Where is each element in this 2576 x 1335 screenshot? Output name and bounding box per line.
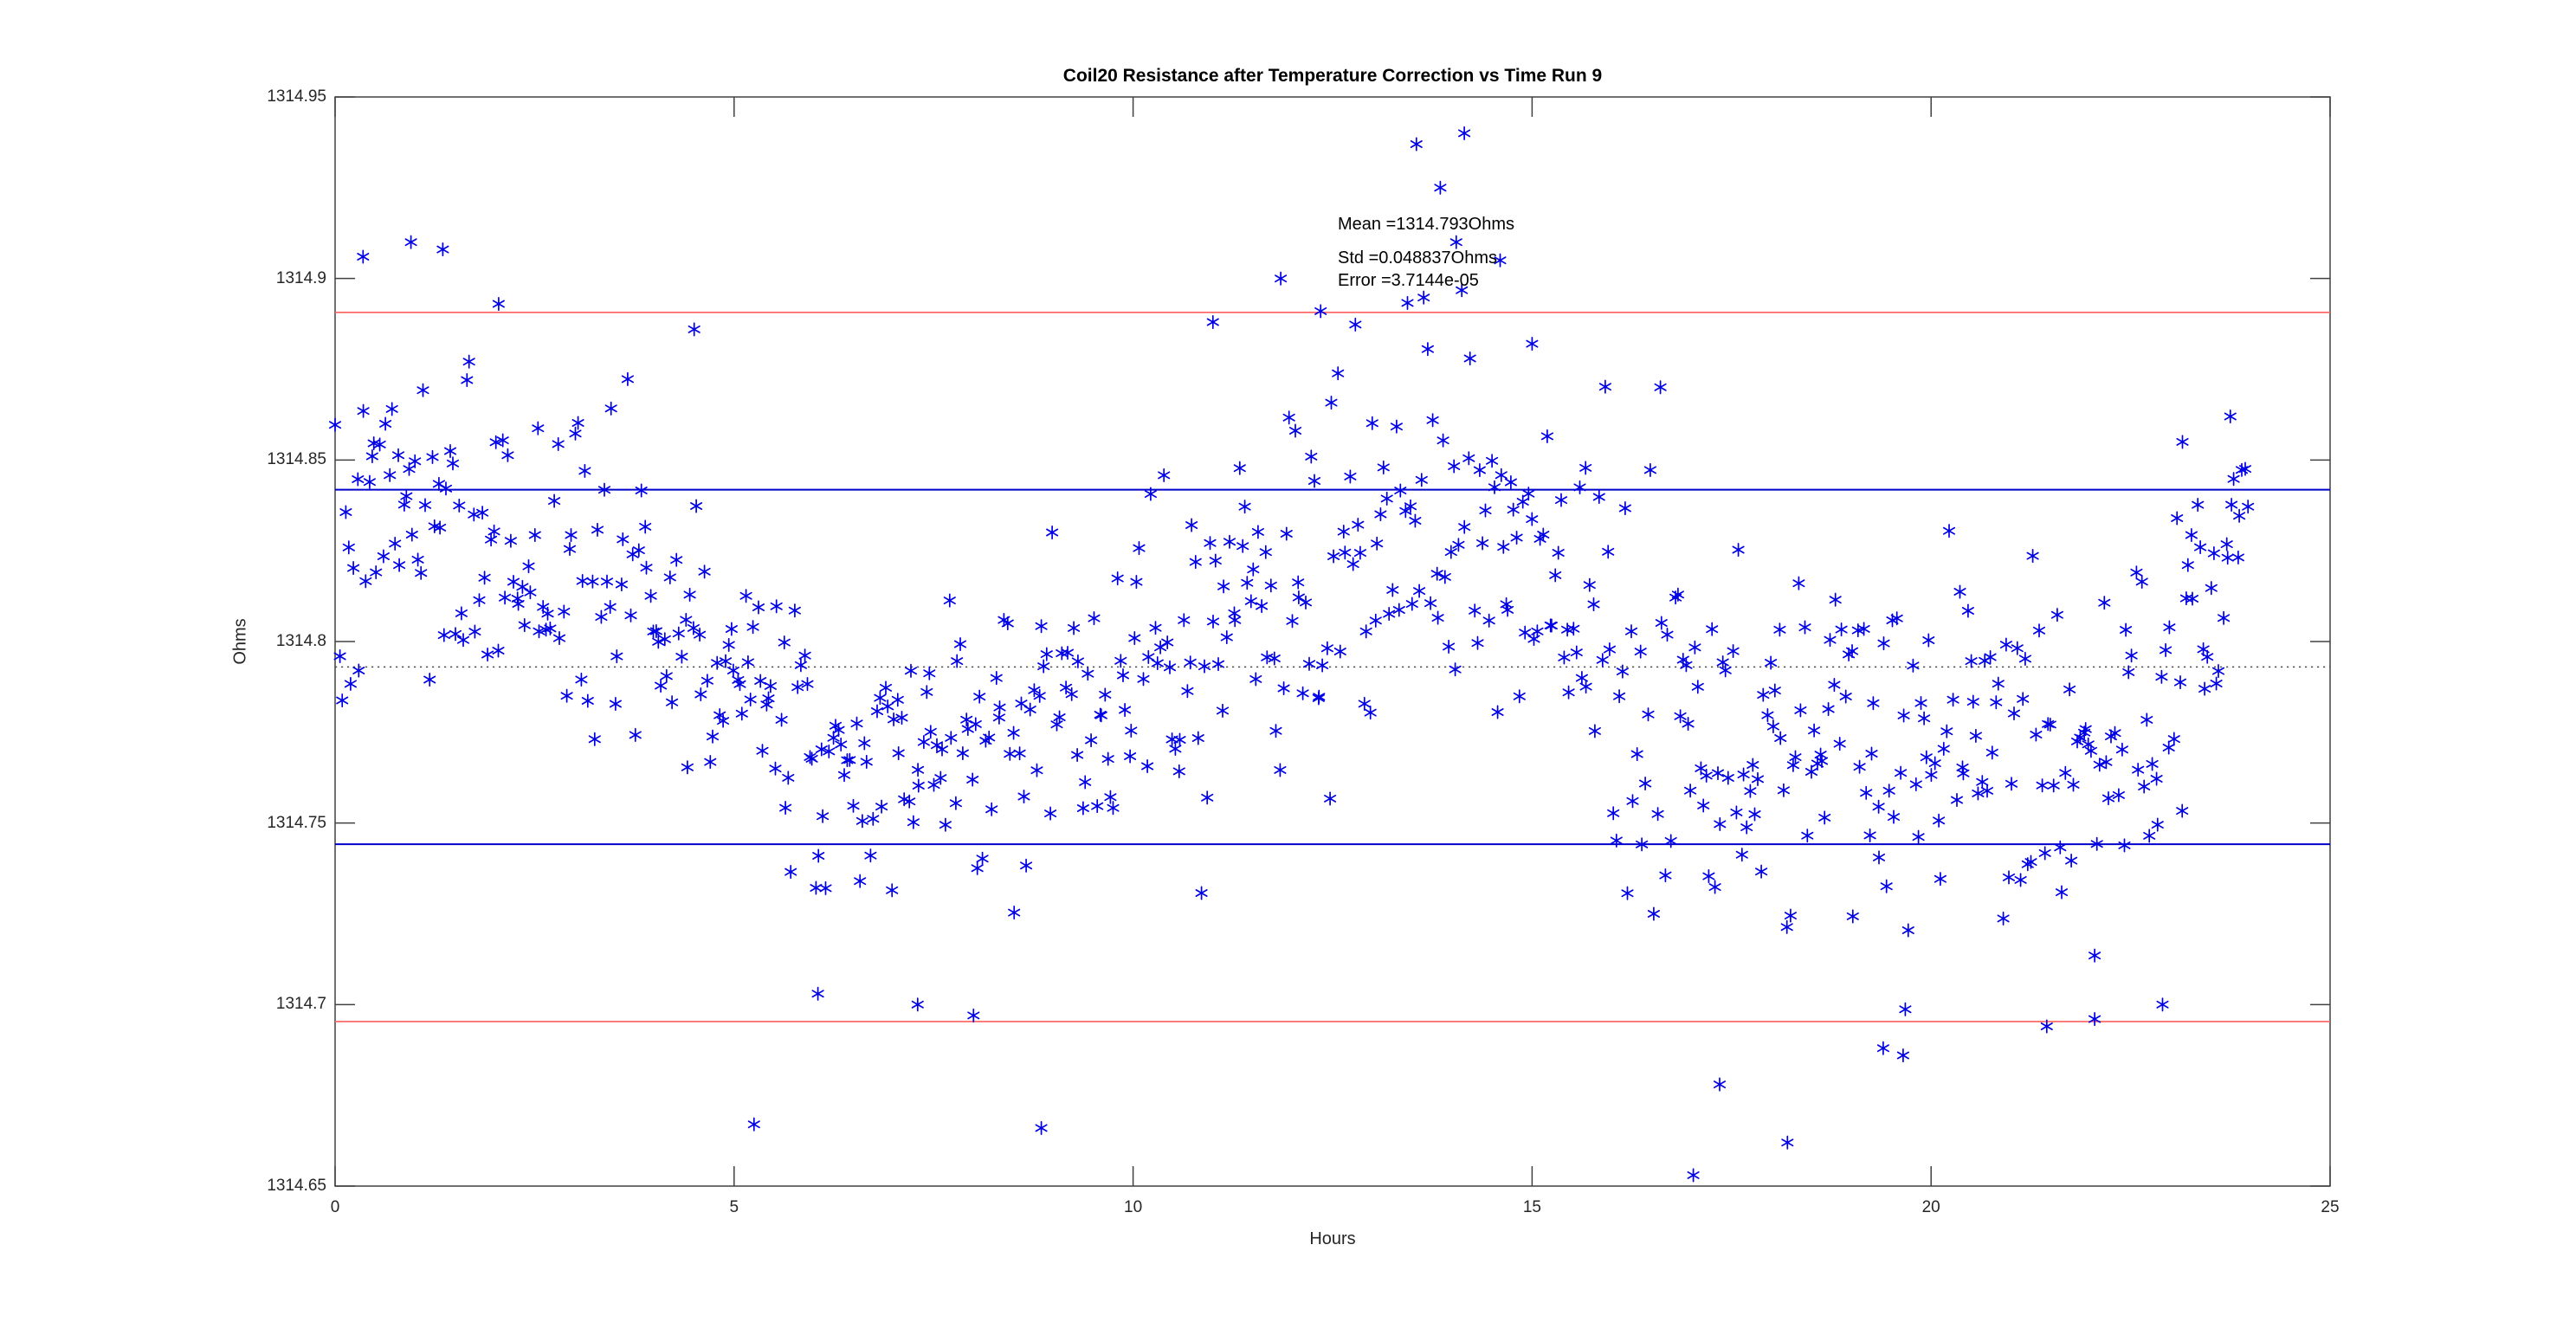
x-tick-label: 5 <box>729 1198 739 1216</box>
y-tick-label: 1314.85 <box>267 450 326 469</box>
x-tick-label: 0 <box>330 1198 340 1216</box>
y-tick-label: 1314.75 <box>267 813 326 832</box>
stats-annotation: Mean =1314.793Ohms Std =0.048837Ohms Err… <box>1338 213 1514 292</box>
y-tick-label: 1314.95 <box>267 87 326 106</box>
error-annotation: Error =3.7144e-05 <box>1338 271 1479 290</box>
y-tick-label: 1314.65 <box>267 1177 326 1195</box>
x-tick-label: 15 <box>1522 1198 1541 1216</box>
scatter-series <box>328 126 2255 1183</box>
x-axis-label: Hours <box>1309 1229 1356 1248</box>
x-tick-label: 20 <box>1921 1198 1940 1216</box>
y-tick-label: 1314.7 <box>275 995 326 1014</box>
x-tick-label: 25 <box>2321 1198 2340 1216</box>
mean-annotation: Mean =1314.793Ohms <box>1338 215 1515 234</box>
plot-box <box>334 96 2331 1187</box>
x-tick-label: 10 <box>1124 1198 1143 1216</box>
std-annotation: Std =0.048837Ohms <box>1338 248 1498 268</box>
y-tick-label: 1314.9 <box>275 268 326 287</box>
y-tick-label: 1314.8 <box>275 632 326 650</box>
chart-title: Coil20 Resistance after Temperature Corr… <box>1062 66 1603 86</box>
